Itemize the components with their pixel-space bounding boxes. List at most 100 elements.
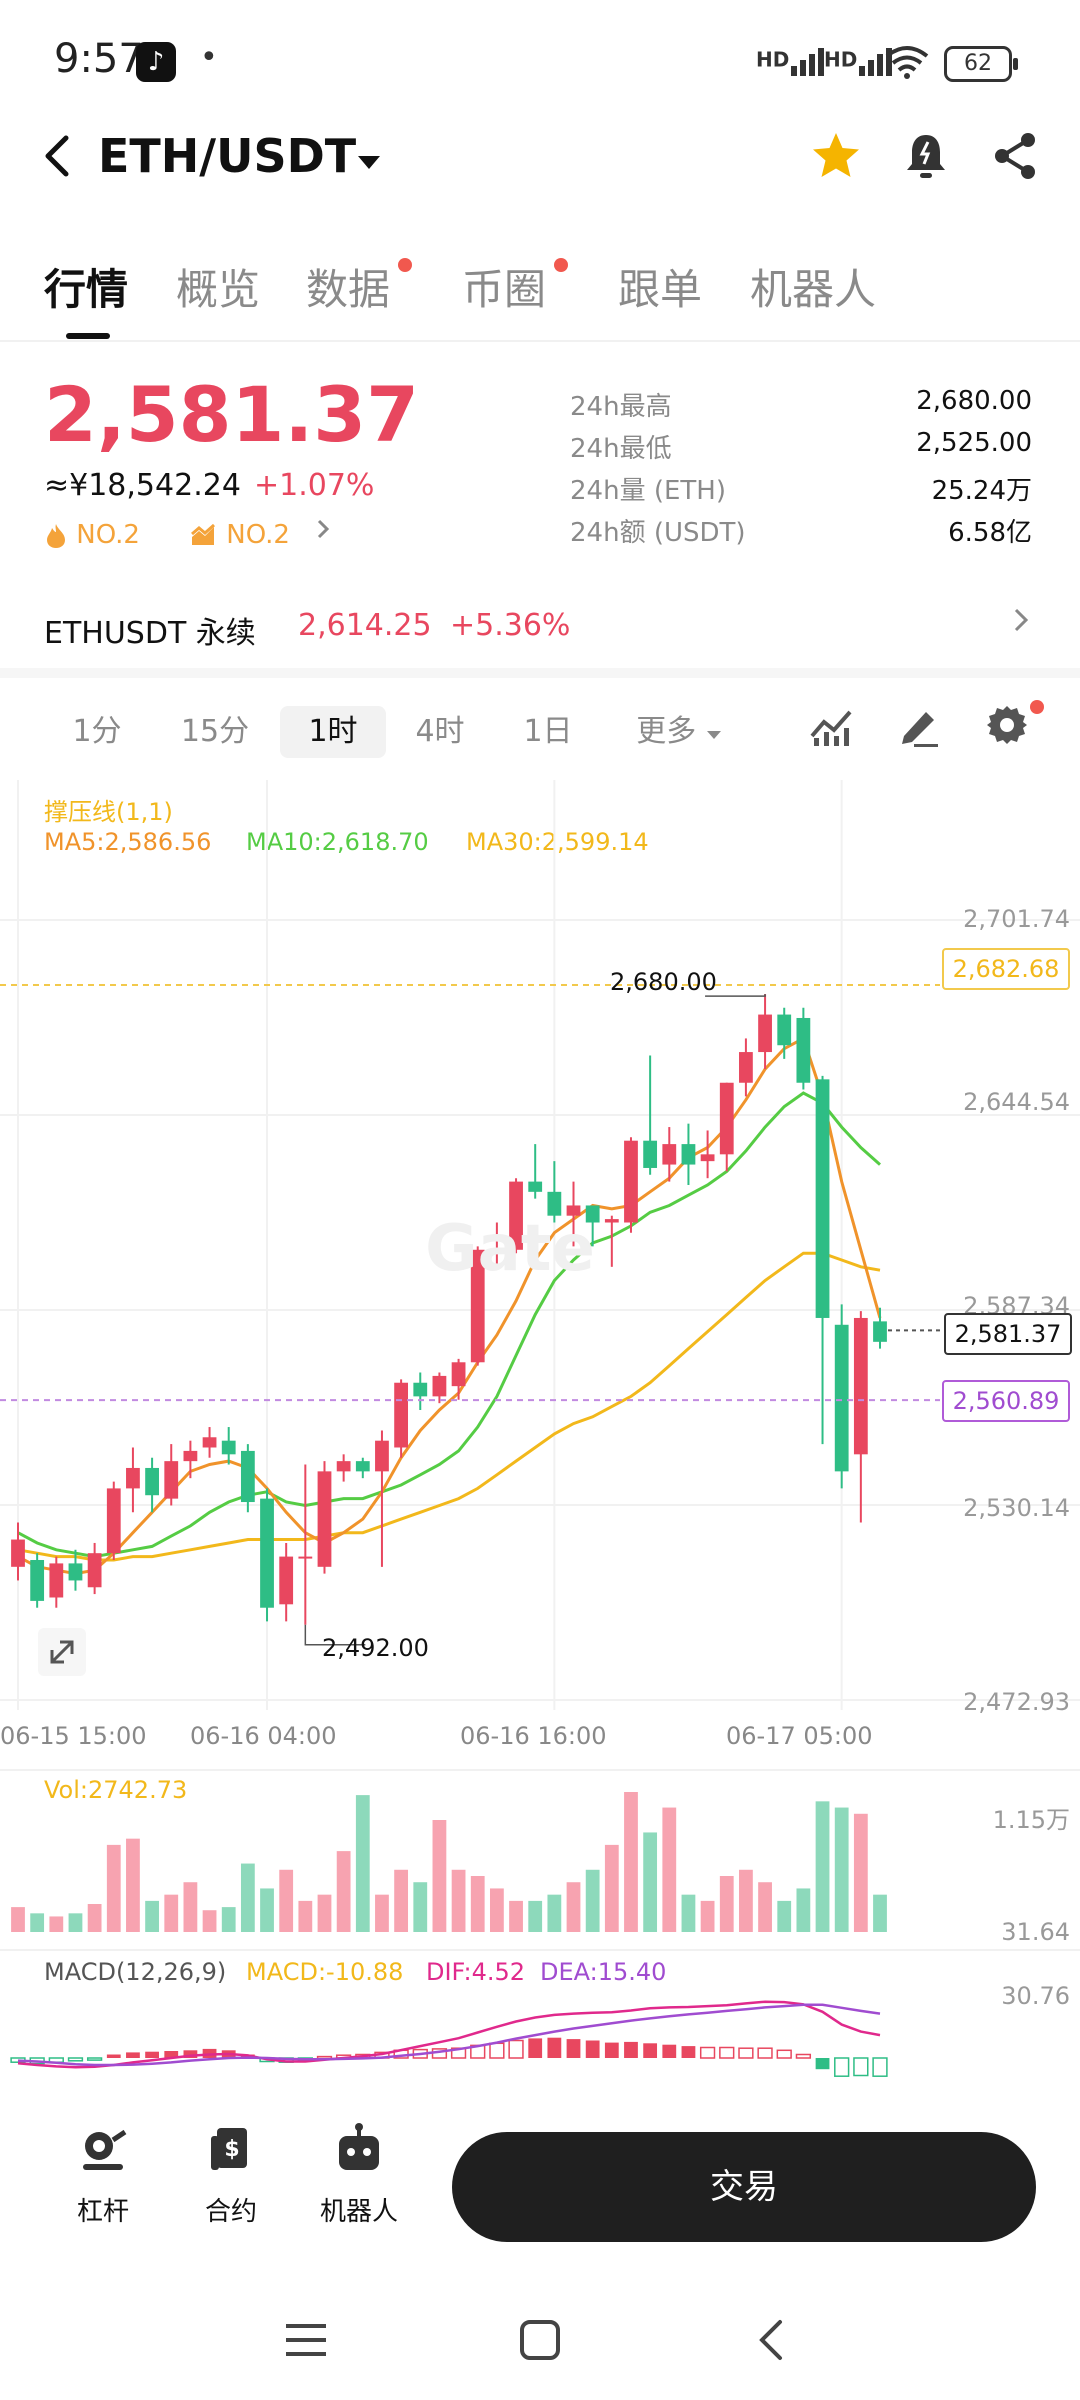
tab-overview[interactable]: 概览 (176, 265, 261, 314)
bell-icon[interactable] (898, 128, 954, 184)
volume-bar (260, 1888, 274, 1932)
chevron-right-icon[interactable] (314, 514, 332, 552)
candle-body (681, 1144, 696, 1165)
candle (815, 1075, 830, 1445)
candle (30, 1553, 45, 1608)
candle-body (30, 1559, 45, 1601)
nav-leverage[interactable]: 杠杆 (48, 2122, 158, 2228)
low-marker-label: 2,492.00 (322, 1634, 429, 1662)
volume-bar (126, 1838, 140, 1932)
candle (355, 1457, 370, 1479)
high-marker-label: 2,680.00 (610, 968, 717, 996)
back-nav-icon[interactable] (752, 2314, 792, 2366)
macd-histogram-bar (183, 2050, 198, 2058)
candle (719, 1082, 734, 1172)
pair-title[interactable]: ETH/USDT (98, 129, 357, 183)
candlestick-chart[interactable]: Gate (0, 780, 1080, 2104)
candle-body (451, 1362, 466, 1387)
leverage-icon (83, 2129, 127, 2170)
tab-copy-trade[interactable]: 跟单 (618, 265, 703, 314)
divider (0, 340, 1080, 342)
volume-bar (451, 1869, 466, 1932)
y-tick: 2,472.93 (963, 1688, 1070, 1716)
tab-market[interactable]: 行情 (44, 265, 129, 314)
share-icon[interactable] (988, 128, 1044, 184)
candle-body (432, 1375, 447, 1397)
menu-icon[interactable] (282, 2318, 330, 2362)
hot-rank-badge[interactable]: NO.2 (44, 520, 140, 550)
candle-body (336, 1461, 351, 1472)
chevron-right-icon[interactable] (1010, 600, 1032, 650)
perpetual-change: +5.36% (450, 608, 571, 643)
interval-more-label: 更多 (636, 714, 697, 749)
macd-histogram-bar (815, 2058, 830, 2070)
tab-bots[interactable]: 机器人 (750, 265, 877, 314)
indicator-icon[interactable] (806, 700, 856, 750)
macd-histogram-bar (547, 2037, 562, 2058)
stat-high-label: 24h最高 (570, 392, 672, 422)
tab-community[interactable]: 币圈 (462, 265, 547, 314)
volume-label: Vol:2742.73 (44, 1776, 188, 1804)
candle-body (873, 1321, 887, 1342)
y-tick: 2,701.74 (963, 905, 1070, 933)
star-icon[interactable] (808, 128, 864, 184)
interval-1m[interactable]: 1分 (72, 714, 122, 749)
stat-volume-value: 25.24万 (931, 476, 1032, 506)
gain-rank-badge[interactable]: NO.2 (190, 520, 290, 550)
macd-dif: DIF:4.52 (426, 1958, 526, 1986)
macd-histogram-bar (164, 2051, 179, 2058)
interval-more[interactable]: 更多 (624, 706, 734, 758)
back-icon[interactable] (38, 126, 88, 186)
candle (489, 1222, 504, 1267)
candle (413, 1372, 428, 1411)
interval-1d[interactable]: 1日 (523, 714, 573, 749)
home-icon[interactable] (516, 2316, 564, 2364)
macd-histogram-bar (699, 2046, 716, 2059)
tab-data[interactable]: 数据 (306, 265, 391, 314)
volume-bar (681, 1894, 696, 1932)
draw-pen-icon[interactable] (894, 700, 944, 750)
trade-button[interactable]: 交易 (452, 2132, 1036, 2242)
volume-bar (470, 1876, 485, 1932)
interval-4h[interactable]: 4时 (415, 714, 465, 749)
nav-robot[interactable]: 机器人 (304, 2122, 414, 2228)
volume-bar (834, 1807, 849, 1932)
macd-dif-line (17, 2000, 881, 2069)
candle (202, 1427, 217, 1458)
candle (834, 1304, 849, 1489)
resistance-price-tag: 2,682.68 (942, 948, 1070, 990)
signal-hd-label: HD (824, 47, 858, 72)
candle-body (298, 1556, 313, 1559)
candle (164, 1444, 179, 1506)
candle-body (662, 1144, 677, 1165)
indicator-title: 撑压线(1,1) (44, 798, 173, 826)
candle (279, 1542, 294, 1622)
candle (796, 1007, 811, 1090)
interval-15m[interactable]: 15分 (180, 714, 250, 749)
battery-level: 62 (964, 51, 992, 76)
volume-bar (317, 1894, 332, 1932)
flame-icon (47, 523, 65, 548)
macd-histogram-bar (566, 2039, 581, 2058)
nav-contract[interactable]: $ 合约 (176, 2122, 286, 2228)
expand-icon[interactable] (38, 1628, 86, 1676)
caret-down-icon[interactable] (356, 146, 382, 179)
volume-bar (604, 1844, 619, 1932)
volume-bar (375, 1894, 389, 1932)
volume-bar (145, 1900, 159, 1932)
volume-bar (815, 1801, 830, 1932)
candle (183, 1440, 198, 1479)
stat-turnover-label: 24h额 (USDT) (570, 518, 746, 548)
candle-body (700, 1154, 715, 1162)
volume-bar (279, 1869, 294, 1932)
candle (87, 1542, 102, 1595)
volume-y-bottom: 31.64 (1001, 1918, 1070, 1946)
candle-body (183, 1450, 198, 1462)
candle-body (834, 1324, 849, 1472)
robot-icon (339, 2123, 379, 2170)
interval-1h[interactable]: 1时 (280, 706, 386, 758)
candle-body (777, 1014, 792, 1046)
candle (700, 1130, 715, 1179)
settings-icon[interactable] (982, 700, 1032, 750)
status-time: 9:57 (54, 36, 144, 82)
